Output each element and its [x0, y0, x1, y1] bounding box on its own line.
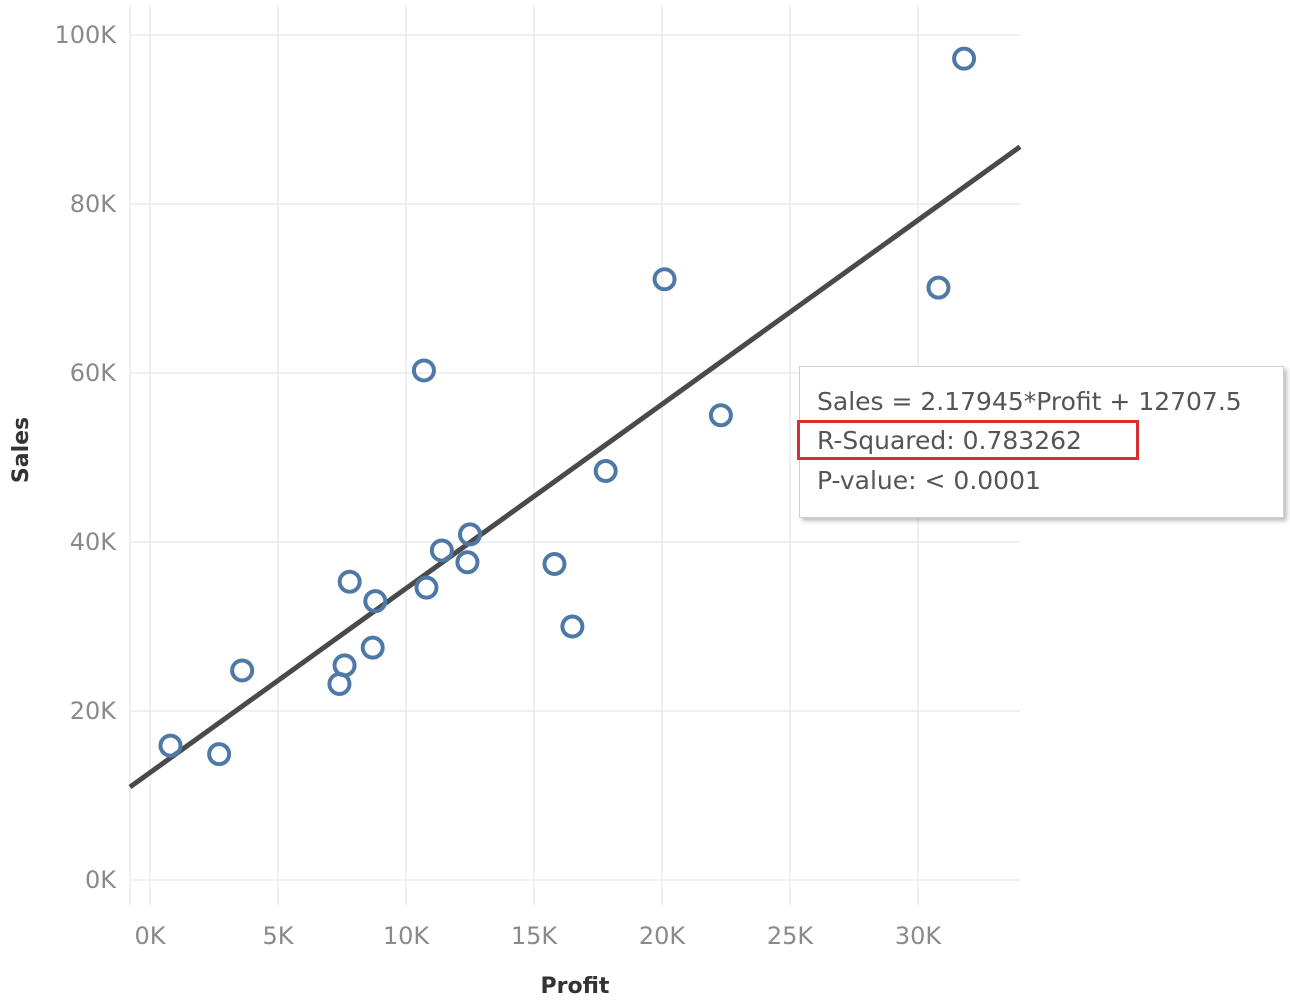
data-point[interactable]	[560, 614, 585, 639]
x-tick-label: 20K	[639, 922, 687, 950]
data-point[interactable]	[429, 538, 454, 563]
data-point[interactable]	[411, 358, 436, 383]
data-point[interactable]	[207, 742, 232, 767]
y-tick-label: 100K	[54, 21, 117, 49]
equation-text: Sales = 2.17945*Profit + 12707.5	[817, 387, 1242, 416]
x-tick-label: 0K	[134, 922, 166, 950]
data-point[interactable]	[926, 275, 951, 300]
data-point[interactable]	[593, 459, 618, 484]
x-axis-title: Profit	[541, 974, 610, 999]
x-tick-label: 10K	[383, 922, 431, 950]
data-point[interactable]	[952, 46, 977, 71]
data-point[interactable]	[363, 589, 388, 614]
y-tick-label: 40K	[70, 528, 118, 556]
data-points	[158, 46, 977, 767]
data-point[interactable]	[542, 551, 567, 576]
r-squared-text: R-Squared: 0.783262	[817, 426, 1082, 455]
y-axis-title: Sales	[9, 417, 34, 483]
grid-layer	[129, 5, 1020, 905]
x-tick-label: 30K	[895, 922, 943, 950]
regression-tooltip: Sales = 2.17945*Profit + 12707.5 R-Squar…	[797, 366, 1284, 518]
x-tick-label: 5K	[262, 922, 294, 950]
data-point[interactable]	[414, 575, 439, 600]
tick-labels: 0K 5K 10K 15K 20K 25K 30K 0K 20K 40K 60K 80K 100K	[54, 21, 942, 950]
data-point[interactable]	[332, 653, 357, 678]
y-tick-label: 80K	[70, 190, 118, 218]
trend-line	[128, 144, 1022, 790]
x-tick-label: 15K	[511, 922, 559, 950]
data-point[interactable]	[158, 733, 183, 758]
data-point[interactable]	[455, 550, 480, 575]
data-point[interactable]	[230, 658, 255, 683]
data-point[interactable]	[708, 403, 733, 428]
y-tick-label: 60K	[70, 359, 118, 387]
r-squared-highlight-box	[797, 420, 1139, 460]
data-point[interactable]	[337, 569, 362, 594]
x-tick-label: 25K	[767, 922, 815, 950]
y-tick-label: 0K	[85, 866, 117, 894]
data-point[interactable]	[360, 635, 385, 660]
y-tick-label: 20K	[70, 697, 118, 725]
p-value-text: P-value: < 0.0001	[817, 466, 1041, 495]
data-point[interactable]	[652, 267, 677, 292]
data-point[interactable]	[458, 522, 482, 547]
